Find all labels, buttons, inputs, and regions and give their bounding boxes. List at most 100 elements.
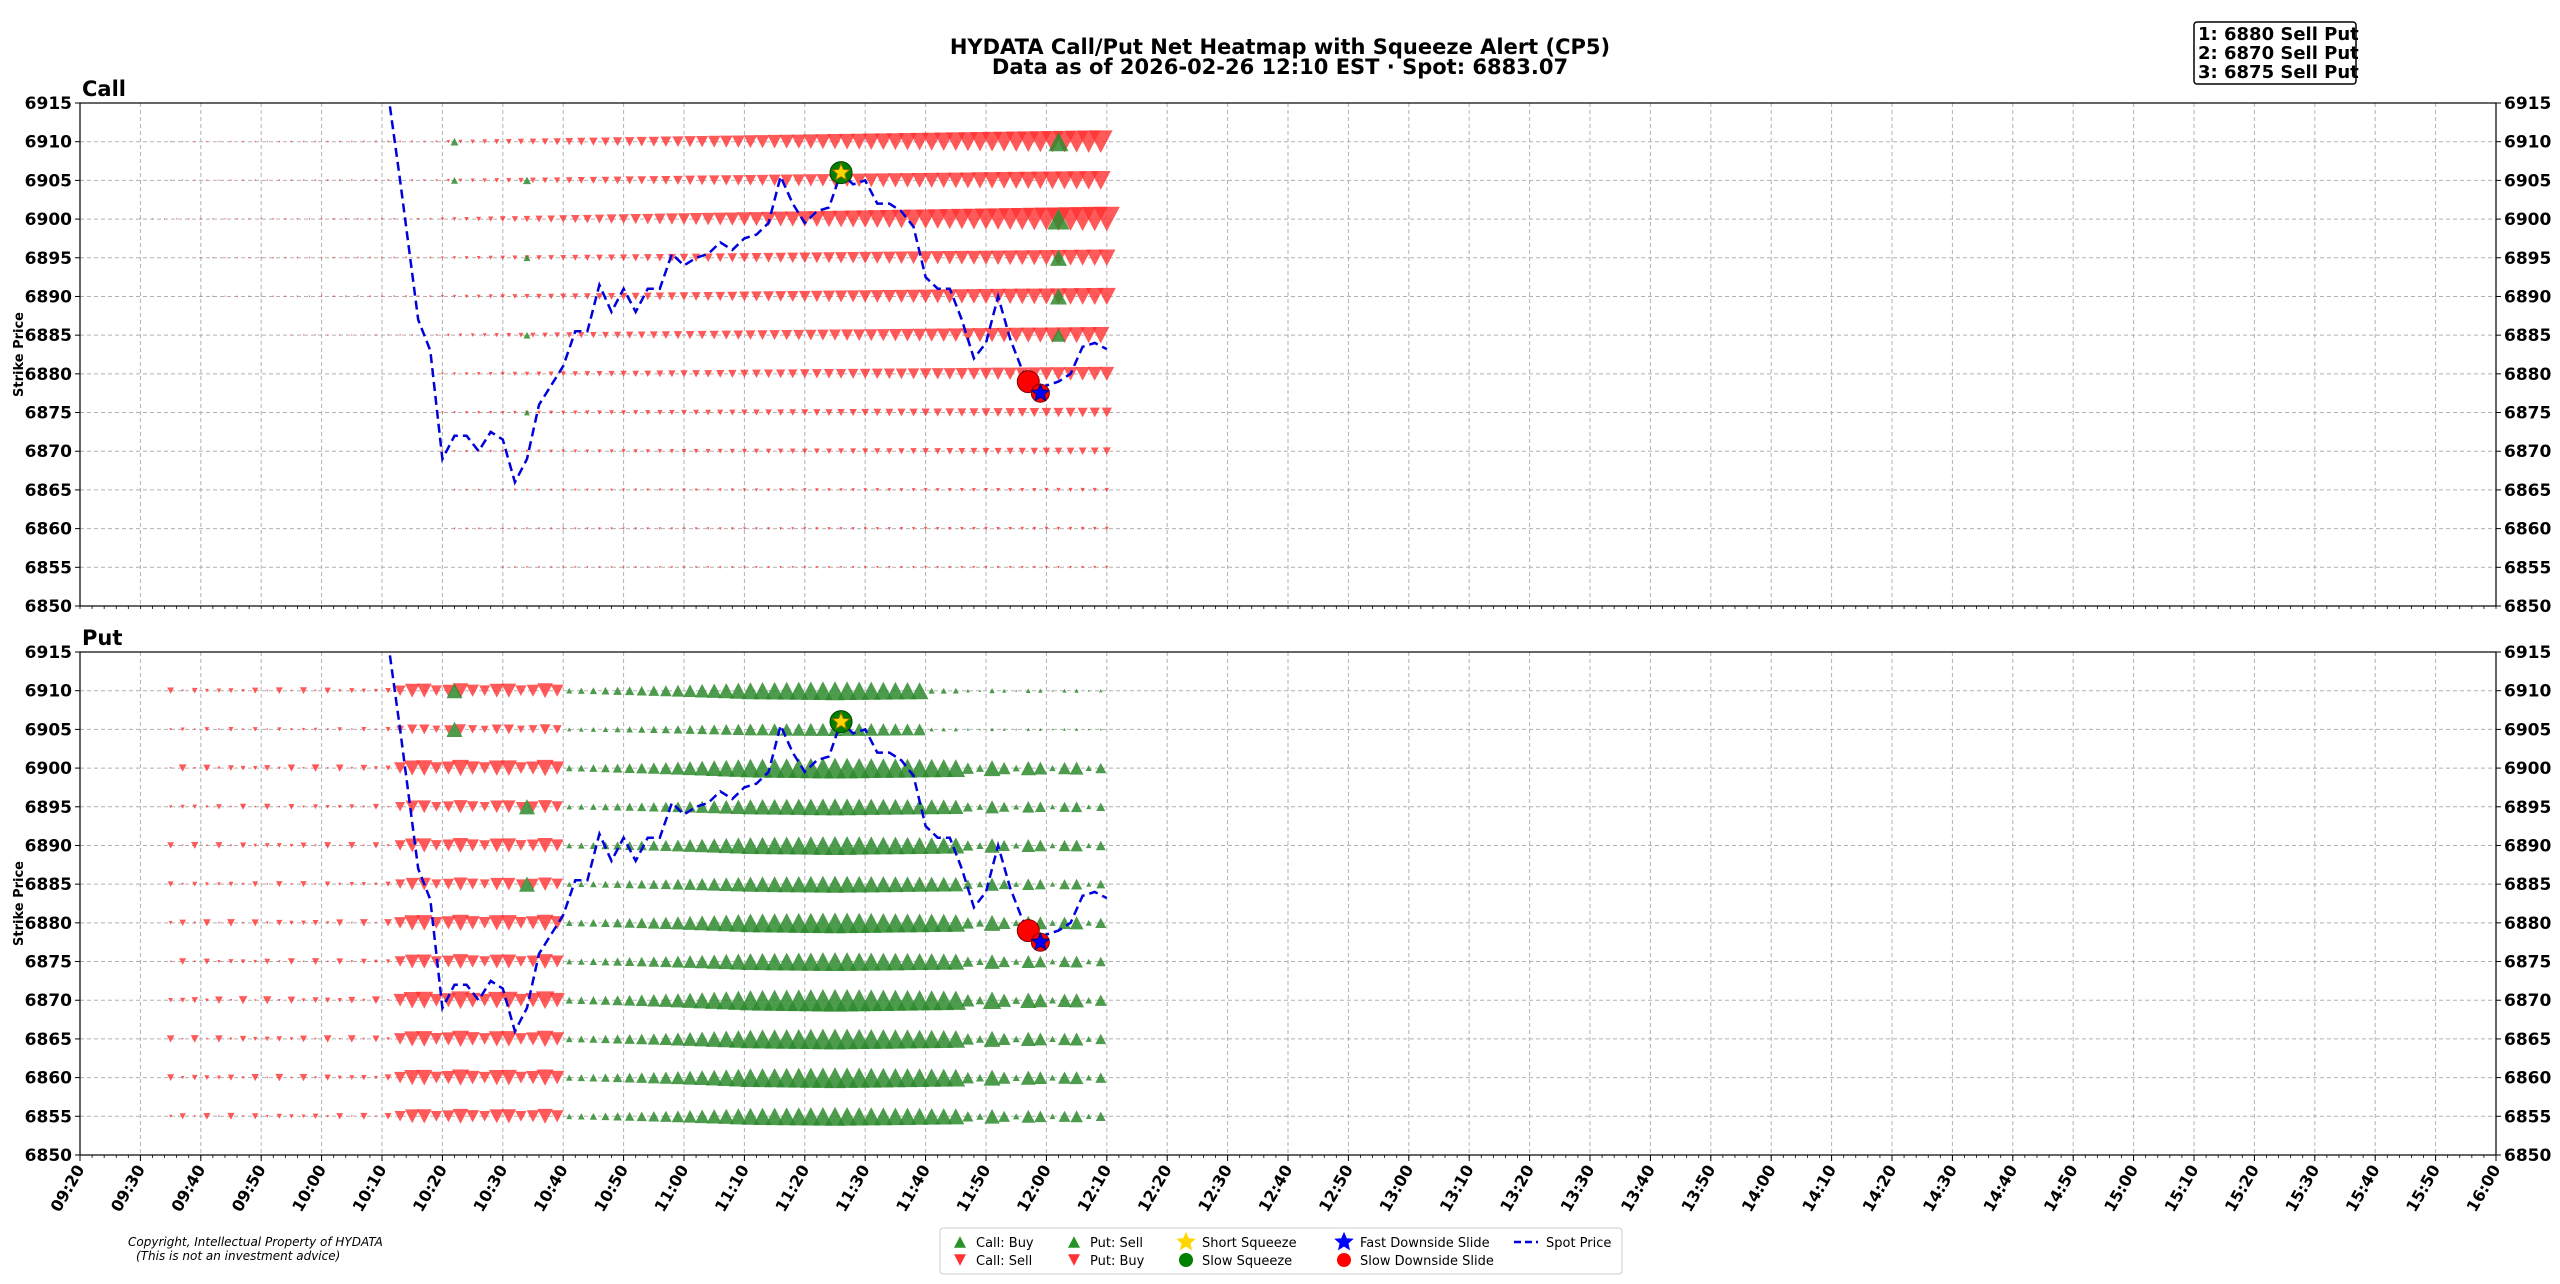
legend-marker-triangle-down xyxy=(954,1254,966,1266)
put-sell-marker xyxy=(683,955,697,968)
put-buy-marker xyxy=(349,688,355,694)
call-sell-marker xyxy=(489,488,492,492)
put-sell-marker xyxy=(1058,955,1071,968)
put-buy-marker xyxy=(371,996,381,1005)
put-sell-marker xyxy=(578,881,585,888)
call-sell-marker xyxy=(673,331,683,340)
put-sell-marker xyxy=(577,919,585,927)
call-sell-marker xyxy=(646,488,650,492)
put-sell-marker xyxy=(790,875,808,893)
put-sell-marker xyxy=(729,759,748,777)
call-sell-marker xyxy=(380,218,384,221)
call-sell-marker xyxy=(910,448,917,455)
put-buy-marker xyxy=(181,689,184,692)
call-sell-marker xyxy=(859,368,871,379)
put-sell-marker xyxy=(874,876,892,893)
put-sell-marker xyxy=(1034,839,1047,852)
call-sell-marker xyxy=(596,371,603,377)
put-sell-marker xyxy=(729,953,747,970)
put-sell-marker xyxy=(566,842,573,849)
x-tick-label: 09:20 xyxy=(47,1162,89,1216)
put-sell-marker xyxy=(1062,688,1067,693)
put-buy-marker xyxy=(228,688,234,694)
put-sell-marker xyxy=(589,764,598,772)
call-sell-marker xyxy=(470,333,475,337)
call-sell-marker xyxy=(440,295,444,298)
put-buy-marker xyxy=(302,960,305,963)
put-buy-marker xyxy=(228,959,234,964)
put-buy-marker xyxy=(359,919,368,927)
put-sell-marker xyxy=(1095,840,1106,851)
put-sell-marker xyxy=(1057,993,1072,1007)
put-sell-marker xyxy=(984,1109,1000,1124)
call-sell-marker xyxy=(682,566,686,569)
put-buy-marker xyxy=(489,1109,505,1124)
put-sell-marker xyxy=(705,991,724,1009)
call-sell-marker xyxy=(874,133,893,151)
put-sell-marker xyxy=(961,762,974,774)
call-sell-marker xyxy=(296,256,299,259)
put-sell-marker xyxy=(600,995,611,1005)
put-buy-marker xyxy=(227,1074,235,1081)
call-sell-marker xyxy=(500,294,506,299)
call-sell-marker xyxy=(777,409,785,416)
put-buy-marker xyxy=(326,767,329,770)
put-sell-marker xyxy=(983,1069,1001,1086)
y-tick-label-right: 6895 xyxy=(2504,249,2551,269)
put-sell-marker xyxy=(976,1112,984,1120)
call-sell-marker xyxy=(464,216,469,222)
put-sell-marker xyxy=(720,724,732,735)
call-sell-marker xyxy=(751,252,762,263)
call-sell-marker xyxy=(844,210,863,228)
call-sell-marker xyxy=(465,527,468,530)
put-sell-marker xyxy=(929,727,934,732)
call-sell-marker xyxy=(362,179,365,182)
put-buy-marker xyxy=(550,1110,564,1123)
put-sell-marker xyxy=(1034,955,1047,968)
call-sell-marker xyxy=(694,488,698,492)
call-sell-marker xyxy=(1066,447,1075,455)
call-sell-marker xyxy=(452,217,457,221)
call-sell-marker xyxy=(429,217,432,221)
call-sell-marker xyxy=(278,179,281,182)
put-buy-marker xyxy=(416,838,432,853)
call-sell-marker xyxy=(732,175,744,186)
call-sell-marker xyxy=(912,328,927,342)
put-buy-marker xyxy=(312,997,319,1004)
call-sell-marker xyxy=(775,291,787,302)
put-buy-marker xyxy=(275,687,283,695)
put-buy-marker xyxy=(394,1033,407,1045)
call-sell-marker xyxy=(224,257,226,259)
call-sell-marker xyxy=(1090,447,1099,455)
put-sell-marker xyxy=(1058,761,1072,775)
call-sell-marker xyxy=(530,177,536,184)
call-sell-marker xyxy=(649,176,659,185)
put-buy-marker xyxy=(514,916,528,929)
put-sell-marker xyxy=(1012,764,1020,772)
put-markers xyxy=(166,681,1107,1126)
y-tick-label: 6860 xyxy=(25,1069,72,1089)
put-sell-marker xyxy=(730,876,746,892)
put-sell-marker xyxy=(1049,765,1056,772)
put-buy-marker xyxy=(416,760,433,776)
put-sell-marker xyxy=(850,798,868,816)
x-tick-label: 15:30 xyxy=(2281,1162,2323,1216)
call-sell-marker xyxy=(193,179,196,182)
call-sell-marker xyxy=(670,527,674,530)
put-sell-marker xyxy=(978,689,982,692)
put-buy-marker xyxy=(349,882,355,887)
call-sell-marker xyxy=(536,255,542,261)
put-sell-marker xyxy=(682,992,699,1008)
put-buy-marker xyxy=(465,1032,480,1046)
call-sell-marker xyxy=(643,254,652,262)
call-sell-marker xyxy=(657,449,663,454)
put-buy-marker xyxy=(465,761,480,775)
put-sell-marker xyxy=(578,803,585,810)
put-sell-marker xyxy=(625,802,634,811)
y-tick-label: 6870 xyxy=(25,442,72,462)
call-sell-marker xyxy=(548,293,555,300)
copyright-line2: (This is not an investment advice) xyxy=(136,1249,340,1263)
call-sell-marker xyxy=(200,295,202,298)
legend-marker-star xyxy=(1334,1231,1354,1251)
